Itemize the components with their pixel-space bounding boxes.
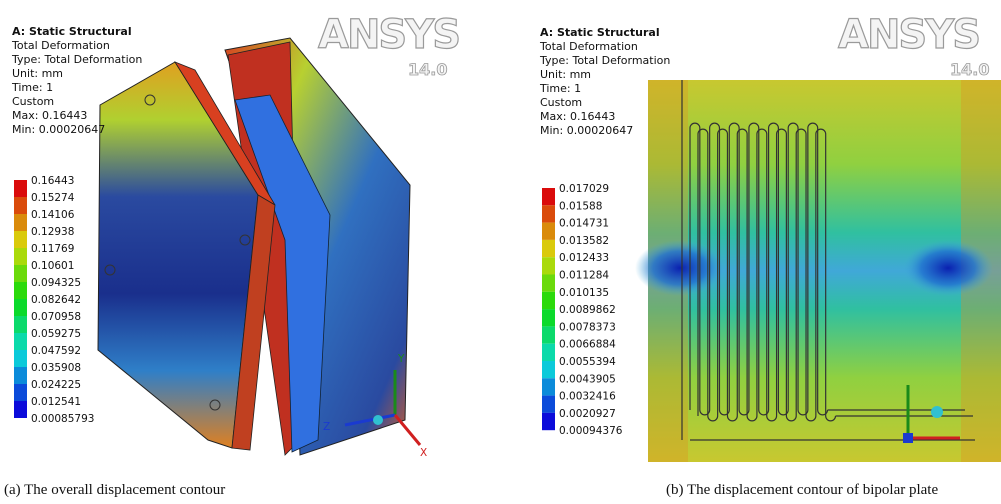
legend-swatch [14,401,27,418]
header-line: Custom [540,96,582,109]
header-line: Max: 0.16443 [12,109,87,122]
header-line: Max: 0.16443 [540,110,615,123]
header-line: Unit: mm [540,68,591,81]
version: 14.0 [950,60,989,79]
legend-swatch [542,343,555,361]
legend-label: 0.01588 [559,200,602,212]
header-line: Min: 0.00020647 [540,124,633,137]
legend-swatch [542,188,555,206]
legend-label: 0.082642 [31,294,81,306]
legend-label: 0.024225 [31,379,81,391]
axis-label: Y [397,353,405,365]
logo: ANSYS [838,12,979,58]
legend-swatch [542,309,555,327]
legend-label: 0.14106 [31,209,75,221]
legend-label: 0.0043905 [559,373,616,385]
legend-swatch [542,222,555,240]
plate-contour [635,80,1001,462]
header-line: Custom [12,95,54,108]
legend-swatch [14,350,27,367]
legend-label: 0.10601 [31,260,74,272]
legend-swatch [542,257,555,275]
legend-label: 0.011284 [559,270,609,282]
axis-label: Z [323,421,330,433]
version: 14.0 [408,60,447,79]
legend-swatch [14,248,27,265]
legend-label: 0.035908 [31,362,81,374]
legend-swatch [542,412,555,431]
legend-swatch [542,291,555,310]
axis-label: X [420,447,427,459]
axis-triad [903,385,960,443]
legend-swatch [14,265,27,282]
header-line: Time: 1 [11,81,53,94]
legend-label: 0.047592 [31,345,81,357]
legend-label: 0.11769 [31,243,74,255]
logo: ANSYS [318,12,459,58]
header-line: Total Deformation [11,39,110,52]
legend-label: 0.012541 [31,396,81,408]
legend-label: 0.00085793 [31,413,94,425]
legend-label: 0.0066884 [559,339,616,351]
legend-swatch [542,326,555,344]
header-line: Type: Total Deformation [11,53,142,66]
axis-triad [344,370,422,446]
caption: (a) The overall displacement contour [4,482,225,498]
legend-label: 0.0089862 [559,304,616,316]
legend-swatch [14,367,27,384]
legend-swatch [14,197,27,214]
header-line: Total Deformation [539,40,638,53]
legend-swatch [14,231,27,248]
channel [697,128,973,422]
caption: (b) The displacement contour of bipolar … [666,482,938,498]
legend-label: 0.00094376 [559,425,623,437]
legend-label: 0.017029 [559,183,609,195]
legend-label: 0.15274 [31,192,75,204]
legend-swatch [14,299,27,316]
legend-label: 0.094325 [31,277,81,289]
legend-swatch [542,274,555,292]
legend-swatch [14,316,27,333]
legend-swatch [542,395,555,413]
legend-label: 0.0055394 [559,356,616,368]
legend-label: 0.013582 [559,235,609,247]
header-title: A: Static Structural [540,26,660,39]
model-3d [97,37,411,456]
legend-label: 0.059275 [31,328,81,340]
legend-swatch [542,239,555,258]
legend-label: 0.16443 [31,175,74,187]
legend-swatch [14,180,27,197]
legend-label: 0.010135 [559,287,609,299]
legend-label: 0.0032416 [559,391,616,403]
legend-label: 0.0078373 [559,321,616,333]
legend-swatch [542,378,555,396]
header-line: Unit: mm [12,67,63,80]
legend-swatch [14,384,27,401]
legend-label: 0.070958 [31,311,81,323]
legend-label: 0.0020927 [559,408,616,420]
legend-swatch [14,333,27,350]
legend-swatch [542,205,555,223]
legend-swatch [14,282,27,299]
legend-swatch [542,361,555,379]
header-title: A: Static Structural [12,25,132,38]
legend-label: 0.012433 [559,252,609,264]
legend-swatch [14,214,27,231]
header-line: Time: 1 [539,82,581,95]
header-line: Min: 0.00020647 [12,123,105,136]
header-line: Type: Total Deformation [539,54,670,67]
legend-label: 0.12938 [31,226,74,238]
legend-label: 0.014731 [559,218,609,230]
